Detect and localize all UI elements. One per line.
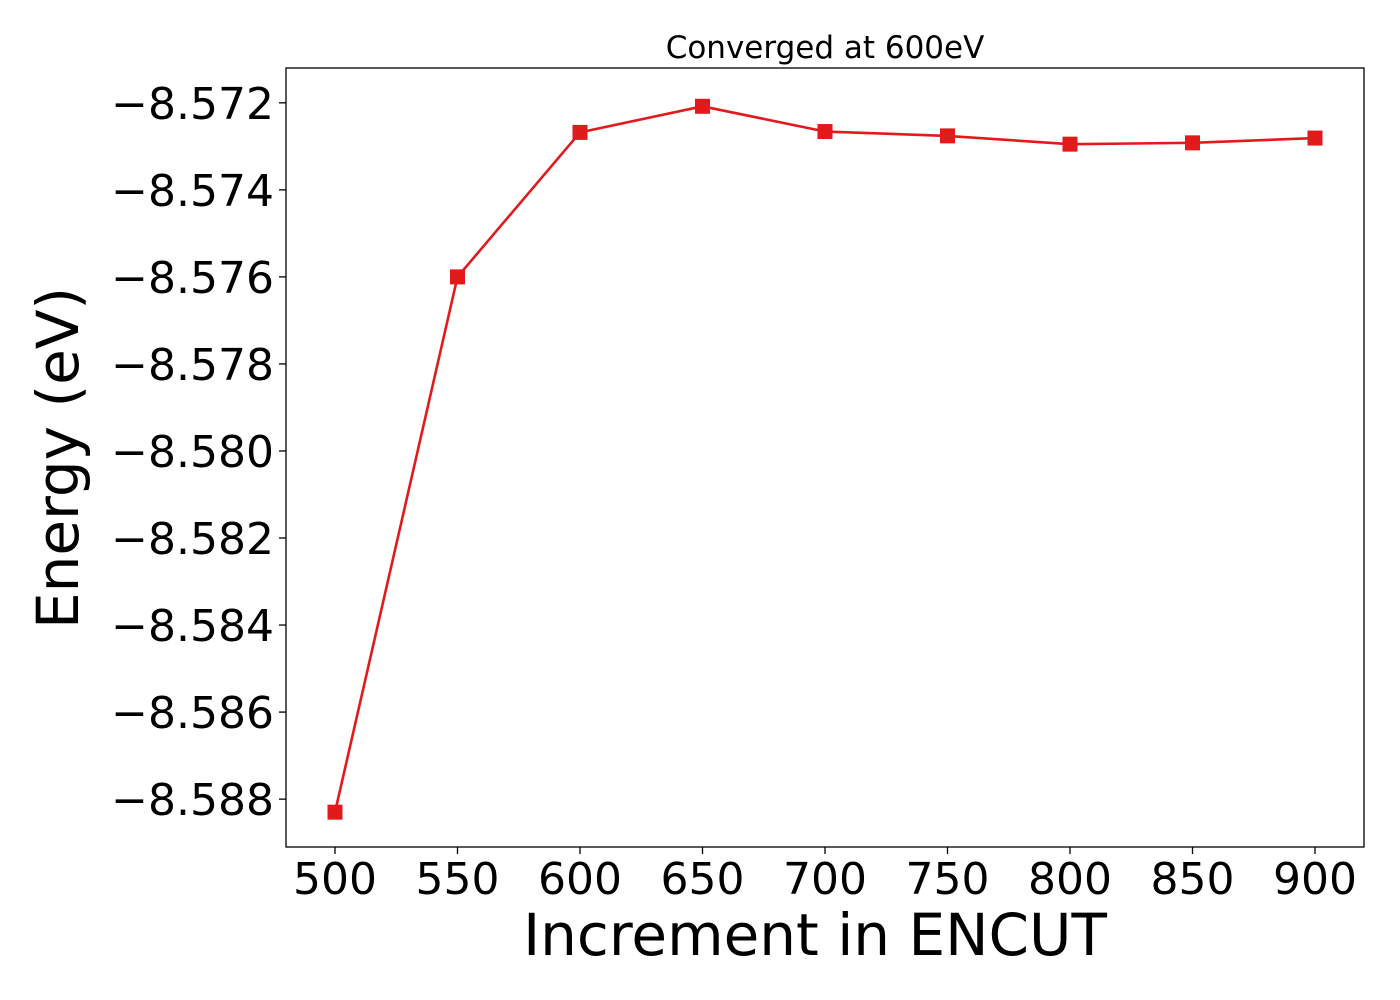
y-axis-ticks: −8.572 −8.574 −8.576 −8.578 −8.580 −8.582 −8.5… [111, 79, 286, 826]
x-axis-title: Increment in ENCUT [523, 901, 1107, 969]
plot-marks [327, 98, 1323, 820]
y-tick-label: −8.586 [111, 688, 274, 739]
data-point [572, 124, 588, 140]
x-tick-label: 500 [293, 854, 377, 905]
data-point [1062, 136, 1078, 152]
data-point [817, 124, 833, 140]
x-tick-label: 800 [1028, 854, 1112, 905]
data-point [695, 98, 710, 114]
plot-frame [285, 67, 1365, 848]
x-tick-label: 900 [1273, 854, 1357, 905]
x-axis-ticks: 500 550 600 650 700 750 800 850 900 [293, 847, 1357, 905]
y-tick-label: −8.578 [111, 340, 274, 391]
data-point [940, 128, 955, 144]
x-tick-label: 700 [783, 854, 867, 905]
y-axis-title: Energy (eV) [24, 287, 92, 629]
y-tick-label: −8.580 [111, 427, 274, 478]
y-tick-label: −8.582 [111, 514, 274, 565]
data-point [1307, 130, 1323, 146]
y-tick-label: −8.572 [111, 79, 274, 130]
y-tick-label: −8.574 [111, 166, 274, 217]
x-tick-label: 650 [661, 854, 745, 905]
data-point [450, 269, 465, 285]
data-point [1185, 135, 1200, 151]
data-point [327, 804, 343, 820]
y-tick-label: −8.584 [111, 601, 274, 652]
x-tick-label: 600 [538, 854, 622, 905]
series-line [333, 104, 1316, 813]
y-tick-label: −8.576 [111, 253, 274, 304]
x-tick-label: 850 [1151, 854, 1235, 905]
x-tick-label: 550 [416, 854, 500, 905]
y-tick-label: −8.588 [111, 775, 274, 826]
x-tick-label: 750 [906, 854, 990, 905]
chart-title: Converged at 600eV [666, 30, 985, 66]
